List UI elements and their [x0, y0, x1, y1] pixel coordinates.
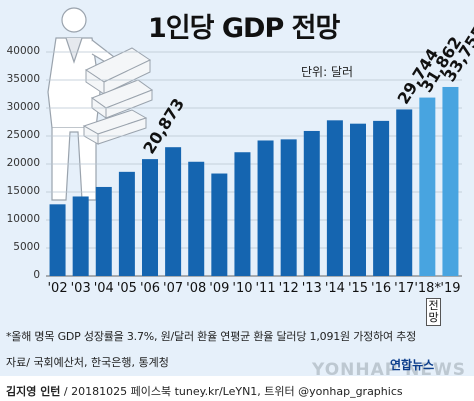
bar	[165, 147, 182, 276]
bar	[142, 159, 158, 276]
y-tick-label: 15000	[6, 185, 40, 197]
bar	[442, 86, 459, 276]
x-tick-label: '05	[116, 281, 137, 296]
x-tick-label: '14	[324, 281, 345, 296]
x-tick-label: '16	[371, 281, 392, 296]
bar	[419, 97, 436, 276]
bar	[72, 196, 89, 276]
y-tick-label: 0	[33, 269, 40, 281]
bar	[326, 120, 343, 276]
y-tick-label: 20000	[6, 157, 40, 169]
x-tick-label: '13	[301, 281, 322, 296]
credit-name: 김지영 인턴	[6, 385, 61, 398]
y-tick-label: 30000	[6, 101, 40, 113]
bar	[396, 109, 413, 277]
bar	[188, 161, 205, 276]
x-tick-label: '07	[163, 281, 184, 296]
y-tick-label: 35000	[6, 73, 40, 85]
bar	[350, 123, 366, 277]
x-tick-label: '02	[47, 281, 68, 296]
bar	[303, 130, 320, 276]
x-tick-label: '11	[255, 281, 276, 296]
watermark: YONHAP NEWS	[312, 360, 466, 380]
x-tick-label: '12	[278, 281, 299, 296]
bar	[257, 140, 274, 276]
source-note: 자료/ 국회예산처, 한국은행, 통계청	[6, 356, 169, 369]
x-tick-label: '19	[440, 281, 461, 296]
x-tick-label: '17	[394, 281, 415, 296]
x-tick-label: '04	[93, 281, 114, 296]
bar	[373, 120, 390, 276]
x-tick-label: '08	[186, 281, 207, 296]
bars	[49, 86, 459, 277]
y-tick-label: 10000	[6, 213, 40, 225]
x-tick-label: '06	[139, 281, 161, 296]
y-tick-label: 40000	[6, 45, 40, 57]
bar	[234, 152, 251, 276]
y-tick-label: 25000	[6, 129, 40, 141]
footnote: *올해 명목 GDP 성장률을 3.7%, 원/달러 환율 연평균 환율 달러당…	[6, 330, 417, 343]
yonhap-logo: 연합뉴스	[390, 358, 435, 372]
unit-label: 단위: 달러	[301, 65, 354, 79]
bar	[95, 186, 112, 276]
bar	[49, 204, 66, 276]
x-tick-label: '03	[70, 281, 91, 296]
forecast-label: 전망	[426, 298, 441, 326]
bar	[211, 173, 228, 276]
x-tick-label: '18*	[414, 281, 441, 296]
credit-line: 김지영 인턴 / 20181025 페이스북 tuney.kr/LeYN1, 트…	[6, 383, 403, 399]
bar	[280, 139, 297, 276]
x-tick-label: '15	[347, 281, 369, 296]
bar	[118, 171, 135, 276]
money-stack-illustration	[82, 47, 154, 145]
y-tick-label: 5000	[13, 241, 40, 253]
credit-details: / 20181025 페이스북 tuney.kr/LeYN1, 트위터 @yon…	[60, 385, 403, 398]
x-tick-label: '10	[232, 281, 253, 296]
gridlines	[46, 51, 462, 277]
chart-title: 1인당 GDP 전망	[148, 13, 340, 44]
x-tick-label: '09	[209, 281, 230, 296]
